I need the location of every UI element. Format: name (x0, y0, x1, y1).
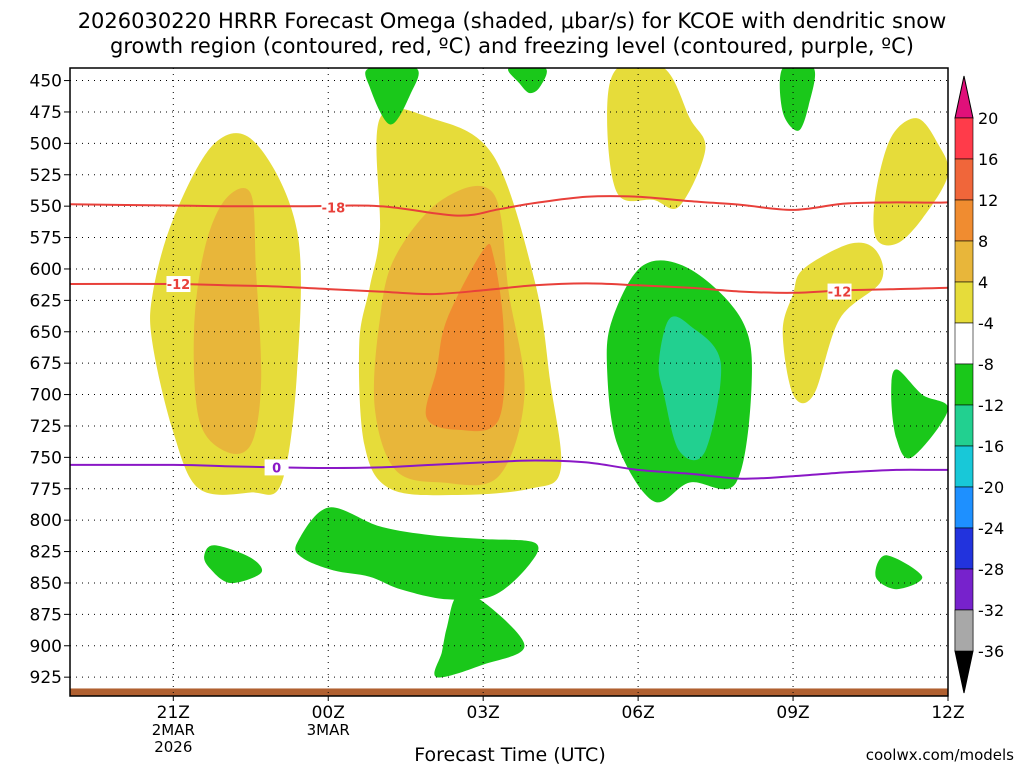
colorbar-swatch (954, 240, 974, 283)
colorbar-label: -20 (978, 478, 1004, 497)
colorbar-swatch (954, 281, 974, 324)
y-tick-label: 525 (30, 166, 62, 186)
grid-layer (70, 68, 949, 696)
omega-region-12 (779, 68, 816, 131)
colorbar-label: -8 (978, 355, 994, 374)
y-tick-label: 500 (30, 134, 62, 154)
contour-dgz-12 (70, 282, 948, 296)
x-tick-label: 03Z (467, 703, 500, 723)
chart-title-line2: growth region (contoured, red, ºC) and f… (110, 34, 914, 58)
colorbar-label: -4 (978, 314, 994, 333)
colorbar-label: 16 (978, 150, 998, 169)
colorbar-swatch (954, 158, 974, 201)
omega-region-15 (295, 507, 539, 601)
colorbar-label: 20 (978, 109, 998, 128)
omega-region-8 (782, 242, 884, 404)
colorbar: 20 16 12 8 4 -4 -8 -12 -16 -20 -24 -28 -32 -36 (954, 75, 1004, 694)
colorbar-swatch (954, 486, 974, 529)
x-tick-date: 3MAR (307, 721, 350, 739)
y-tick-label: 700 (30, 386, 62, 406)
y-tick-label: 775 (30, 480, 62, 500)
contour-label-bg (827, 283, 852, 300)
y-tick-label: 750 (30, 448, 62, 468)
x-tick-label: 09Z (776, 703, 809, 723)
chart-title-line1: 2026030220 HRRR Forecast Omega (shaded, … (77, 9, 947, 33)
colorbar-top-triangle (954, 75, 974, 119)
y-tick-label: 825 (30, 543, 62, 563)
contour-label: -12 (167, 278, 191, 293)
y-tick-label: 875 (30, 605, 62, 625)
colorbar-swatch (954, 445, 974, 488)
colorbar-label: 12 (978, 191, 998, 210)
surface-band (70, 688, 948, 696)
contour-label: 0 (272, 461, 281, 476)
colorbar-swatch (954, 568, 974, 611)
x-tick-label: 12Z (931, 703, 964, 723)
contour-label: -12 (828, 286, 852, 301)
colorbar-label: -12 (978, 396, 1004, 415)
colorbar-label: -32 (978, 601, 1004, 620)
y-tick-label: 675 (30, 354, 62, 374)
colorbar-label: 4 (978, 273, 988, 292)
colorbar-label: -36 (978, 642, 1004, 661)
y-tick-label: 450 (30, 72, 62, 92)
colorbar-bottom-triangle (954, 650, 974, 694)
omega-region-11 (508, 68, 547, 94)
omega-region-16 (204, 545, 263, 584)
colorbar-swatch (954, 199, 974, 242)
omega-shading-layer (150, 68, 948, 678)
colorbar-swatch (954, 322, 974, 365)
omega-region-5 (607, 68, 706, 210)
omega-region-9 (873, 118, 948, 246)
y-tick-label: 625 (30, 291, 62, 311)
surface-layer (70, 688, 948, 696)
y-tick-label: 925 (30, 668, 62, 688)
colorbar-swatch (954, 363, 974, 406)
y-tick-label: 475 (30, 103, 62, 123)
x-tick-date: 2MAR (152, 721, 195, 739)
credit-text: coolwx.com/models (865, 746, 1014, 764)
colorbar-swatch (954, 527, 974, 570)
contour-label-bg (166, 276, 191, 293)
omega-region-7 (658, 316, 722, 461)
y-tick-label: 600 (30, 260, 62, 280)
omega-region-10 (365, 68, 419, 125)
y-tick-label: 725 (30, 417, 62, 437)
x-tick-label: 06Z (621, 703, 654, 723)
y-tick-label: 575 (30, 229, 62, 249)
x-axis-title: Forecast Time (UTC) (414, 744, 606, 766)
contour-label-bg (264, 459, 289, 476)
colorbar-label: 8 (978, 232, 988, 251)
omega-region-17 (434, 593, 525, 678)
colorbar-label: -24 (978, 519, 1004, 538)
y-tick-label: 850 (30, 574, 62, 594)
contour-label: -18 (322, 201, 346, 216)
plot-frame (69, 67, 949, 697)
contour-label-bg (321, 199, 346, 216)
x-tick-label: 21Z (157, 703, 190, 723)
contour-dgz-18 (70, 195, 948, 217)
omega-region-13 (891, 369, 948, 459)
y-tick-label: 650 (30, 323, 62, 343)
contour-layer: -18 -12 -12 0 (70, 195, 948, 480)
colorbar-label: -28 (978, 560, 1004, 579)
colorbar-swatch (954, 609, 974, 652)
y-tick-label: 900 (30, 637, 62, 657)
omega-region-18 (875, 555, 923, 590)
omega-region-1 (193, 188, 262, 455)
colorbar-swatch (954, 117, 974, 160)
colorbar-swatch (954, 404, 974, 447)
colorbar-label: -16 (978, 437, 1004, 456)
x-tick-label: 00Z (312, 703, 345, 723)
y-tick-label: 800 (30, 511, 62, 531)
y-axis: 450 475 500 525 550 575 600 625 650 675 700 725 750 7… (30, 72, 70, 688)
x-tick-year: 2026 (154, 738, 192, 756)
y-tick-label: 550 (30, 197, 62, 217)
